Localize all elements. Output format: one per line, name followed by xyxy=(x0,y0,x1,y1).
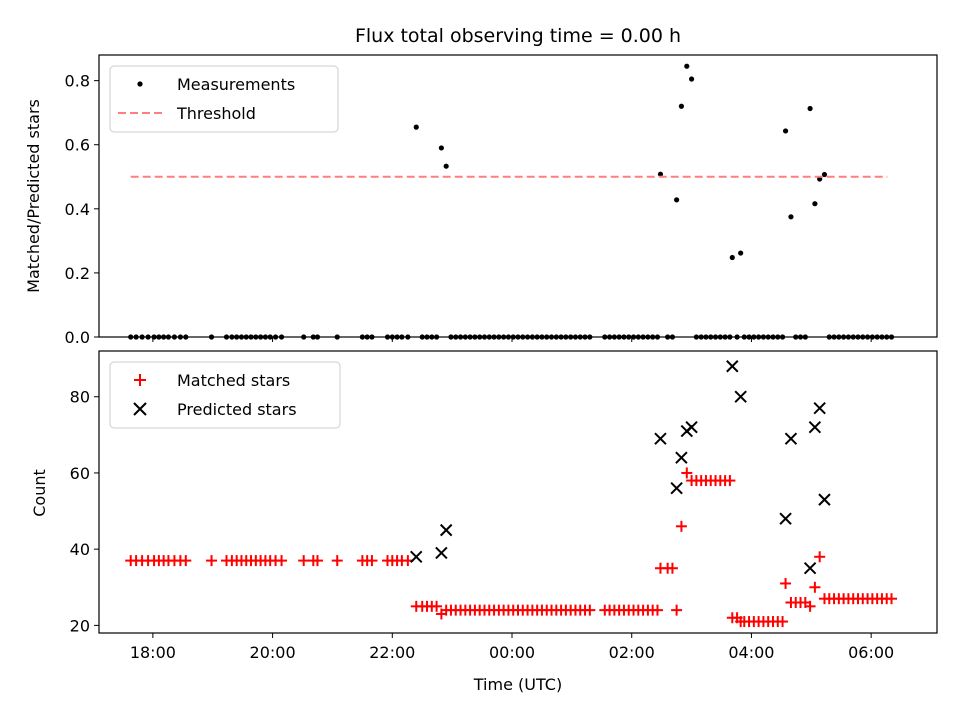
x-tick-label: 02:00 xyxy=(609,643,655,662)
measurement-point xyxy=(678,103,685,109)
predicted-star-point xyxy=(439,523,453,537)
measurement-point xyxy=(788,214,794,220)
bottom-plot-area xyxy=(125,360,898,628)
top-y-tick-label: 0.8 xyxy=(65,72,90,91)
bottom-y-tick-label: 80 xyxy=(70,388,90,407)
measurement-point xyxy=(413,124,419,130)
predicted-star-point xyxy=(803,562,817,575)
top-y-tick-label: 0.2 xyxy=(65,264,90,283)
top-panel: 0.00.20.40.60.8 Matched/Predicted stars … xyxy=(24,54,938,347)
bottom-legend: Matched stars Predicted stars xyxy=(109,361,341,429)
bottom-y-tick-label: 60 xyxy=(70,464,90,483)
bottom-axes-frame xyxy=(98,350,938,634)
top-y-tick-label: 0.0 xyxy=(65,328,90,347)
bottom-panel: 20 40 60 80 18:00 20:00 22:00 00:00 02:00 04:00 06… xyxy=(30,350,938,694)
predicted-star-point xyxy=(435,546,448,560)
measurement-point xyxy=(674,197,680,203)
predicted-star-point xyxy=(685,421,698,434)
measurement-point xyxy=(729,254,735,261)
legend-matched-label: Matched stars xyxy=(177,371,290,390)
top-legend-frame xyxy=(109,65,339,133)
predicted-star-point xyxy=(675,451,688,464)
x-axis-label: Time (UTC) xyxy=(473,675,562,694)
top-legend: Measurements Threshold xyxy=(109,65,339,133)
x-tick-label: 22:00 xyxy=(369,643,415,662)
bottom-y-tick-label: 40 xyxy=(70,540,90,559)
bottom-y-tick-label: 20 xyxy=(70,616,90,635)
matched-star-point xyxy=(366,555,378,567)
matched-star-point xyxy=(651,604,663,616)
chart-title: Flux total observing time = 0.00 h xyxy=(355,25,681,47)
matched-star-point xyxy=(276,555,288,567)
matched-star-point xyxy=(804,600,816,612)
matched-star-point xyxy=(681,467,693,479)
predicted-star-point xyxy=(410,550,423,563)
predicted-star-point xyxy=(808,421,822,434)
matched-star-point xyxy=(331,555,343,567)
matched-star-point xyxy=(180,555,192,567)
measurement-point xyxy=(812,201,818,207)
predicted-star-point xyxy=(779,512,792,525)
measurement-point xyxy=(443,163,449,169)
matched-star-point xyxy=(431,600,443,612)
legend-threshold-label: Threshold xyxy=(176,104,256,123)
matched-star-point xyxy=(206,555,218,567)
matched-star-point xyxy=(675,520,687,532)
x-tick-label: 04:00 xyxy=(728,643,774,662)
predicted-star-point xyxy=(726,360,739,373)
top-axes-frame xyxy=(98,54,938,338)
matched-star-point xyxy=(311,555,323,567)
bottom-legend-frame xyxy=(109,361,341,429)
matched-star-point xyxy=(809,581,821,593)
matched-star-point xyxy=(780,577,792,589)
bottom-axis-ticks: 20 40 60 80 18:00 20:00 22:00 00:00 02:00 04:00 06… xyxy=(70,388,895,662)
x-tick-label: 00:00 xyxy=(489,643,535,662)
predicted-star-point xyxy=(734,390,747,403)
predicted-star-point xyxy=(818,493,831,506)
legend-predicted-label: Predicted stars xyxy=(177,400,297,419)
matched-star-point xyxy=(814,551,826,563)
measurement-point xyxy=(782,128,789,134)
matched-star-point xyxy=(724,475,736,487)
top-y-tick-label: 0.6 xyxy=(65,136,90,155)
measurement-point xyxy=(821,171,828,178)
top-y-tick-label: 0.4 xyxy=(65,200,90,219)
measurement-point xyxy=(684,63,690,69)
bottom-y-axis-label: Count xyxy=(30,469,49,517)
measurement-point xyxy=(438,145,444,151)
matched-star-point xyxy=(298,555,310,567)
x-tick-label: 18:00 xyxy=(130,643,176,662)
matched-star-point xyxy=(671,604,683,616)
predicted-star-point xyxy=(654,432,667,445)
x-tick-label: 06:00 xyxy=(848,643,894,662)
measurement-point xyxy=(807,105,813,112)
predicted-star-point xyxy=(670,481,683,495)
measurement-point xyxy=(657,171,664,177)
legend-matched-marker xyxy=(134,374,146,386)
measurement-point xyxy=(738,250,744,256)
legend-measurements-label: Measurements xyxy=(177,75,295,94)
matched-star-point xyxy=(666,562,678,574)
matched-star-point xyxy=(584,604,596,616)
measurement-point xyxy=(688,76,695,82)
x-tick-label: 20:00 xyxy=(250,643,296,662)
top-axis-ticks: 0.0 0.2 0.4 0.6 0.8 xyxy=(65,72,872,347)
predicted-star-point xyxy=(813,401,826,415)
top-y-axis-label: Matched/Predicted stars xyxy=(24,99,43,293)
matched-star-point xyxy=(777,616,789,628)
legend-predicted-marker xyxy=(133,402,147,416)
matched-star-point xyxy=(886,593,898,605)
predicted-star-point xyxy=(784,432,798,445)
legend-measurements-marker xyxy=(137,81,143,87)
